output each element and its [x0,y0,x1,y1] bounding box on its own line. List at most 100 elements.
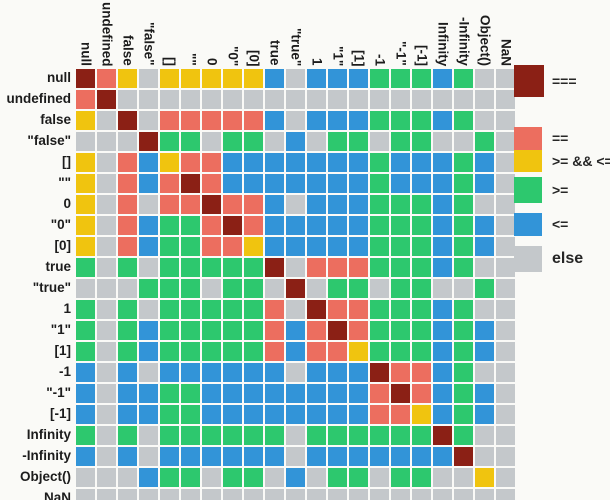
matrix-cell [391,195,410,214]
matrix-cell [97,90,116,109]
matrix-cell [370,426,389,445]
matrix-cell [412,321,431,340]
matrix-cell [265,216,284,235]
matrix-cell [370,216,389,235]
matrix-cell [391,405,410,424]
matrix-cell [349,300,368,319]
matrix-cell [223,342,242,361]
matrix-cell [202,195,221,214]
matrix-cell [181,342,200,361]
matrix-cell [244,237,263,256]
column-header-label: true [267,40,283,66]
matrix-cell [244,447,263,466]
matrix-cell [181,300,200,319]
matrix-cell [97,69,116,88]
matrix-cell [433,384,452,403]
matrix-cell [328,258,347,277]
matrix-cell [307,447,326,466]
matrix-cell [370,90,389,109]
matrix-cell [76,195,95,214]
matrix-cell [97,384,116,403]
matrix-cell [412,384,431,403]
matrix-cell [160,174,179,193]
matrix-cell [76,258,95,277]
matrix-cell [307,69,326,88]
matrix-cell [412,342,431,361]
matrix-cell [265,468,284,487]
legend-swatch-else [514,246,542,272]
matrix-cell [391,384,410,403]
matrix-cell [328,237,347,256]
matrix-cell [454,258,473,277]
matrix-cell [475,426,494,445]
matrix-cell [76,279,95,298]
matrix-cell [349,405,368,424]
matrix-cell [454,174,473,193]
matrix-cell [181,279,200,298]
matrix-cell [118,405,137,424]
matrix-cell [181,363,200,382]
matrix-cell [244,132,263,151]
matrix-cell [412,174,431,193]
matrix-cell [181,426,200,445]
matrix-cell [76,321,95,340]
matrix-cell [433,153,452,172]
matrix-cell [307,153,326,172]
matrix-cell [265,132,284,151]
matrix-cell [244,195,263,214]
matrix-cell [475,153,494,172]
matrix-cell [307,174,326,193]
matrix-cell [118,489,137,500]
matrix-cell [202,363,221,382]
matrix-cell [118,111,137,130]
matrix-cell [496,468,515,487]
legend-label: == [552,130,569,146]
matrix-cell [307,321,326,340]
matrix-cell [328,342,347,361]
row-header-label: undefined [6,91,72,106]
legend-label: >= [552,182,569,198]
matrix-cell [433,258,452,277]
matrix-cell [412,111,431,130]
matrix-cell [97,468,116,487]
matrix-cell [391,363,410,382]
matrix-cell [475,279,494,298]
matrix-cell [286,153,305,172]
row-header-label: Infinity [26,427,71,442]
matrix-cell [160,153,179,172]
matrix-cell [307,237,326,256]
matrix-cell [433,426,452,445]
matrix-cell [475,195,494,214]
matrix-cell [370,69,389,88]
matrix-cell [202,405,221,424]
matrix-cell [370,342,389,361]
matrix-cell [223,153,242,172]
column-header-label: 0 [204,58,220,66]
column-header-label: Infinity [435,21,451,66]
matrix-cell [202,447,221,466]
matrix-cell [412,405,431,424]
matrix-cell [370,321,389,340]
matrix-cell [349,111,368,130]
matrix-cell [328,426,347,445]
matrix-cell [139,90,158,109]
matrix-cell [454,363,473,382]
matrix-cell [475,237,494,256]
matrix-cell [181,111,200,130]
matrix-cell [160,132,179,151]
matrix-cell [139,258,158,277]
matrix-cell [286,132,305,151]
row-header-label: "" [58,175,71,190]
legend-swatch- [514,177,542,203]
matrix-cell [181,174,200,193]
matrix-cell [328,132,347,151]
matrix-cell [244,405,263,424]
matrix-cell [391,69,410,88]
matrix-cell [454,279,473,298]
matrix-cell [475,321,494,340]
matrix-cell [118,195,137,214]
matrix-cell [328,468,347,487]
matrix-cell [391,111,410,130]
matrix-cell [286,216,305,235]
row-header-label: "0" [50,217,71,232]
